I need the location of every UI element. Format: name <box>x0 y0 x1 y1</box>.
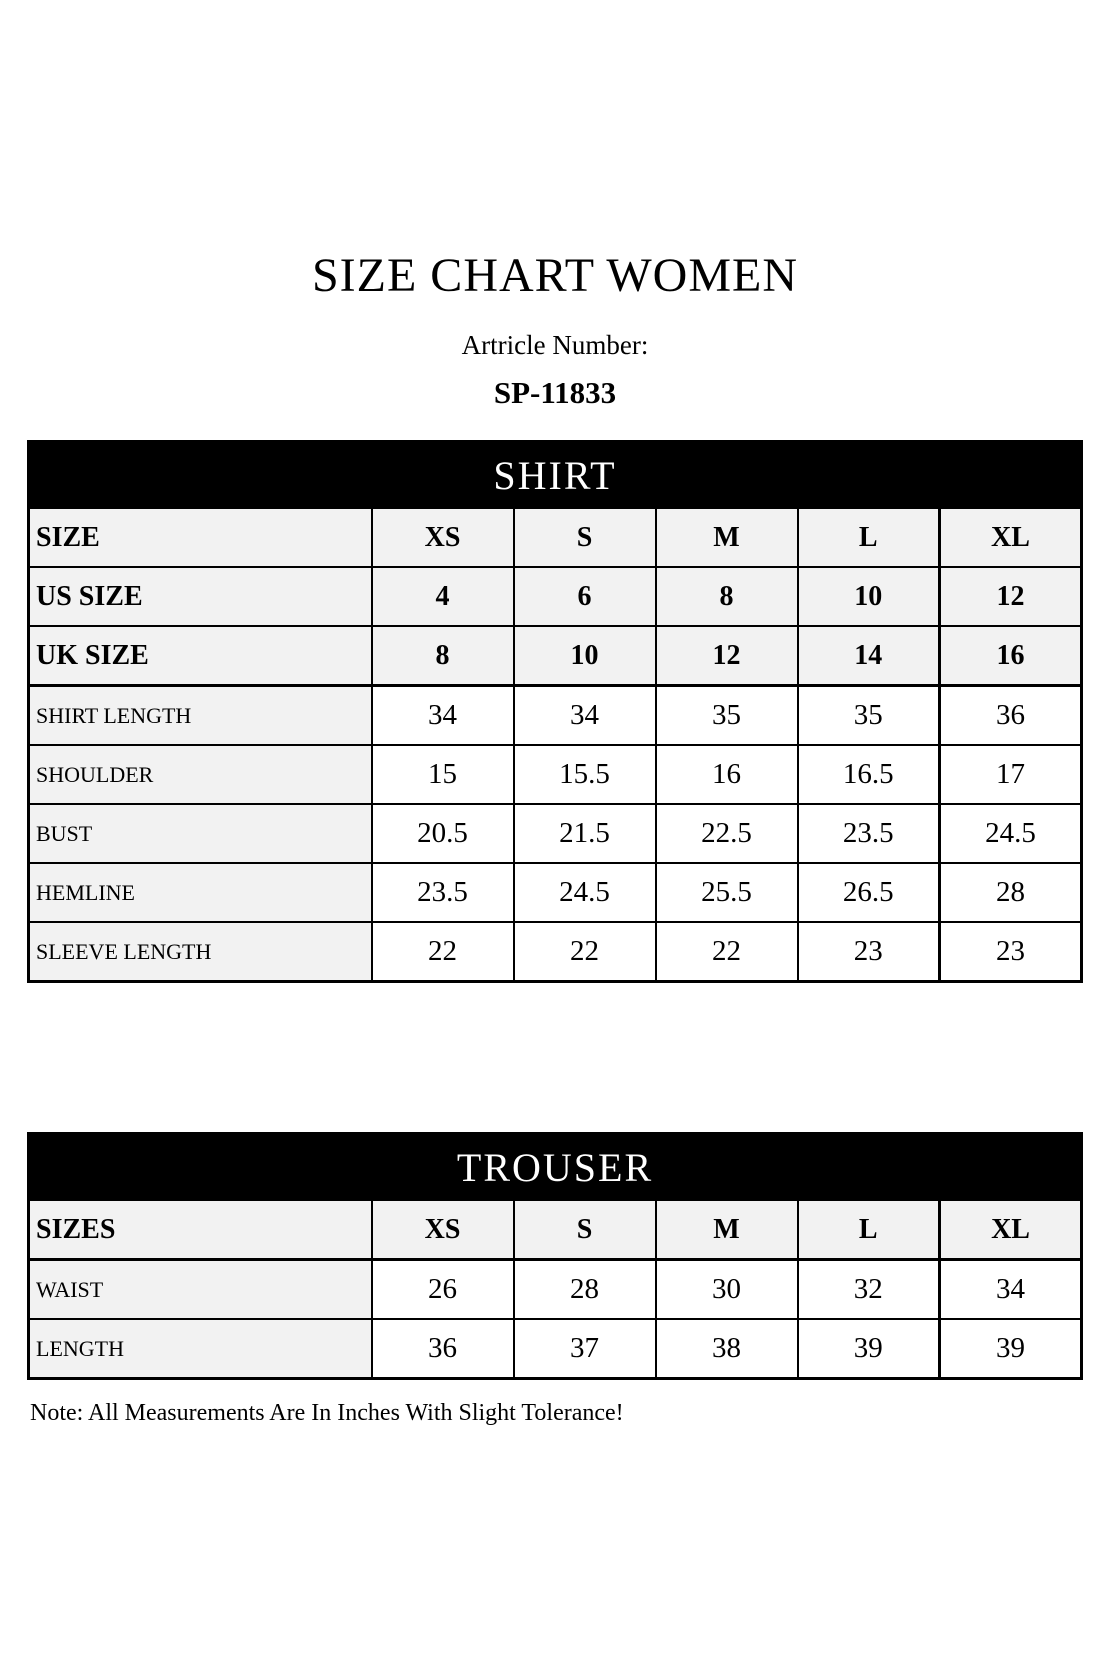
table-row: SIZES XS S M L XL <box>27 1199 1083 1261</box>
measurement-note: Note: All Measurements Are In Inches Wit… <box>30 1400 624 1426</box>
table-row: UK SIZE 8 10 12 14 16 <box>27 625 1083 687</box>
cell: 34 <box>512 684 657 746</box>
table-row: LENGTH 36 37 38 39 39 <box>27 1318 1083 1380</box>
cell: 26.5 <box>796 862 941 923</box>
cell: 28 <box>512 1258 657 1320</box>
table-row: WAIST 26 28 30 32 34 <box>27 1258 1083 1320</box>
cell: 15.5 <box>512 744 657 805</box>
cell: 8 <box>370 625 515 687</box>
cell: 22 <box>654 921 799 983</box>
cell: 37 <box>512 1318 657 1380</box>
table-row: SHIRT LENGTH 34 34 35 35 36 <box>27 684 1083 746</box>
cell: 16 <box>654 744 799 805</box>
cell: M <box>654 1199 799 1261</box>
cell: XL <box>937 1199 1083 1261</box>
row-label: SHOULDER <box>27 744 373 805</box>
row-label: SIZES <box>27 1199 373 1261</box>
cell: S <box>512 1199 657 1261</box>
table-row: SLEEVE LENGTH 22 22 22 23 23 <box>27 921 1083 983</box>
cell: 25.5 <box>654 862 799 923</box>
table-row: US SIZE 4 6 8 10 12 <box>27 566 1083 627</box>
cell: L <box>796 1199 941 1261</box>
cell: 34 <box>937 1258 1083 1320</box>
cell: 6 <box>512 566 657 627</box>
cell: XL <box>937 507 1083 568</box>
cell: 22 <box>512 921 657 983</box>
cell: 12 <box>937 566 1083 627</box>
row-label: SIZE <box>27 507 373 568</box>
cell: 30 <box>654 1258 799 1320</box>
cell: 39 <box>937 1318 1083 1380</box>
cell: 16 <box>937 625 1083 687</box>
cell: S <box>512 507 657 568</box>
cell: L <box>796 507 941 568</box>
cell: 28 <box>937 862 1083 923</box>
row-label: WAIST <box>27 1258 373 1320</box>
cell: 24.5 <box>512 862 657 923</box>
cell: 12 <box>654 625 799 687</box>
cell: 24.5 <box>937 803 1083 864</box>
row-label: SHIRT LENGTH <box>27 684 373 746</box>
row-label: UK SIZE <box>27 625 373 687</box>
cell: 26 <box>370 1258 515 1320</box>
row-label: SLEEVE LENGTH <box>27 921 373 983</box>
trouser-size-table: TROUSER SIZES XS S M L XL WAIST 26 28 30 32 34 LENGT… <box>27 1132 1084 1380</box>
cell: XS <box>370 1199 515 1261</box>
table-row: SHOULDER 15 15.5 16 16.5 17 <box>27 744 1083 805</box>
cell: 35 <box>654 684 799 746</box>
cell: 22.5 <box>654 803 799 864</box>
row-label: BUST <box>27 803 373 864</box>
cell: 8 <box>654 566 799 627</box>
cell: 23 <box>937 921 1083 983</box>
shirt-table-band: SHIRT <box>27 440 1083 509</box>
trouser-table-band: TROUSER <box>27 1132 1083 1201</box>
row-label: LENGTH <box>27 1318 373 1380</box>
article-number-value: SP-11833 <box>493 375 617 410</box>
cell: 10 <box>512 625 657 687</box>
cell: 35 <box>796 684 941 746</box>
cell: 36 <box>370 1318 515 1380</box>
cell: 17 <box>937 744 1083 805</box>
cell: 10 <box>796 566 941 627</box>
cell: 21.5 <box>512 803 657 864</box>
cell: 15 <box>370 744 515 805</box>
article-number-label: Artricle Number: <box>461 330 649 360</box>
table-band-row: TROUSER <box>27 1132 1083 1201</box>
cell: 22 <box>370 921 515 983</box>
table-row: BUST 20.5 21.5 22.5 23.5 24.5 <box>27 803 1083 864</box>
cell: 4 <box>370 566 515 627</box>
table-row: HEMLINE 23.5 24.5 25.5 26.5 28 <box>27 862 1083 923</box>
cell: 36 <box>937 684 1083 746</box>
cell: 23 <box>796 921 941 983</box>
page-title: SIZE CHART WOMEN <box>311 249 798 302</box>
row-label: HEMLINE <box>27 862 373 923</box>
cell: 32 <box>796 1258 941 1320</box>
cell: 23.5 <box>370 862 515 923</box>
cell: M <box>654 507 799 568</box>
cell: 20.5 <box>370 803 515 864</box>
row-label: US SIZE <box>27 566 373 627</box>
cell: 14 <box>796 625 941 687</box>
table-row: SIZE XS S M L XL <box>27 507 1083 568</box>
table-band-row: SHIRT <box>27 440 1083 509</box>
shirt-size-table: SHIRT SIZE XS S M L XL US SIZE 4 6 8 10 12 UK SIZE 8 1… <box>27 440 1084 983</box>
cell: 38 <box>654 1318 799 1380</box>
cell: 16.5 <box>796 744 941 805</box>
cell: 39 <box>796 1318 941 1380</box>
cell: 23.5 <box>796 803 941 864</box>
cell: XS <box>370 507 515 568</box>
cell: 34 <box>370 684 515 746</box>
